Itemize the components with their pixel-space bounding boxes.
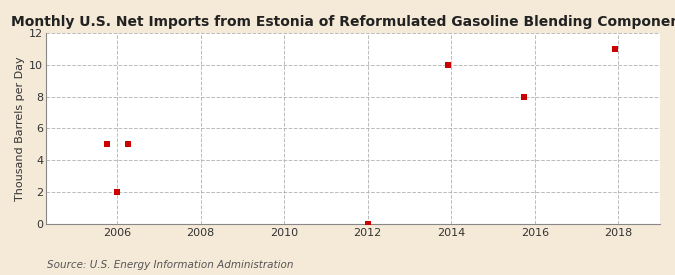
Point (610, 47, 620, 51)
Text: Source: U.S. Energy Information Administration: Source: U.S. Energy Information Administ… (47, 260, 294, 270)
Point (519, 94, 530, 99)
Point (442, 62, 453, 67)
Point (111, 190, 122, 194)
Point (362, 222, 373, 226)
Point (122, 142, 133, 147)
Title: Monthly U.S. Net Imports from Estonia of Reformulated Gasoline Blending Componen: Monthly U.S. Net Imports from Estonia of… (11, 15, 675, 29)
Point (101, 142, 112, 147)
Y-axis label: Thousand Barrels per Day: Thousand Barrels per Day (15, 56, 25, 201)
